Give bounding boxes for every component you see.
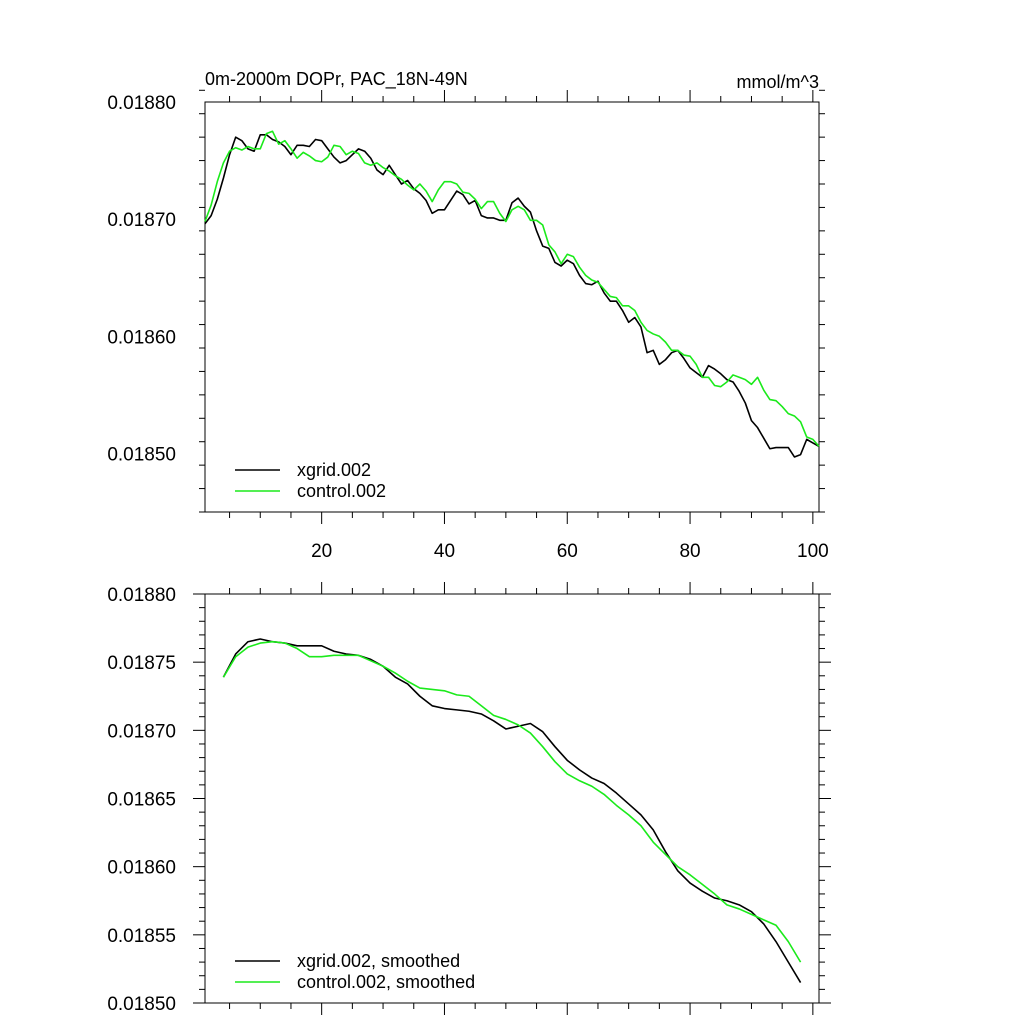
y-tick-label: 0.01880	[107, 585, 176, 606]
y-tick-label: 0.01870	[107, 721, 176, 742]
y-tick-label: 0.01850	[107, 994, 176, 1015]
x-tick-label: 60	[557, 541, 578, 562]
y-tick-label: 0.01875	[107, 653, 176, 674]
y-tick-label: 0.01850	[107, 444, 176, 465]
legend-label-control: control.002, smoothed	[297, 972, 475, 992]
x-tick-label: 80	[679, 541, 700, 562]
y-tick-label: 0.01860	[107, 327, 176, 348]
series-line-control	[222, 640, 802, 963]
x-tick-label: 100	[797, 541, 829, 562]
series-line-xgrid	[222, 638, 802, 983]
x-tick-label: 20	[311, 541, 332, 562]
y-tick-label: 0.01860	[107, 858, 176, 879]
units-label: mmol/m^3	[737, 72, 819, 92]
bottom-panel: 0.01880 0.01875 0.01870 0.01865 0.01860 0.018…	[107, 582, 831, 1015]
top-panel: 0m-2000m DOPr, PAC_18N-49N mmol/m^3 20 40…	[107, 69, 828, 562]
y-tick-label: 0.01880	[107, 93, 176, 114]
plot-frame	[204, 101, 820, 513]
y-tick-label: 0.01870	[107, 210, 176, 231]
legend-label-xgrid: xgrid.002	[297, 460, 371, 480]
chart-title: 0m-2000m DOPr, PAC_18N-49N	[205, 69, 468, 90]
legend-label-xgrid: xgrid.002, smoothed	[297, 951, 460, 971]
x-tick-label: 40	[434, 541, 455, 562]
series-line-xgrid	[204, 134, 820, 458]
y-tick-label: 0.01855	[107, 926, 176, 947]
series-line-control	[204, 130, 820, 447]
y-tick-label: 0.01865	[107, 790, 176, 811]
legend-label-control: control.002	[297, 481, 386, 501]
